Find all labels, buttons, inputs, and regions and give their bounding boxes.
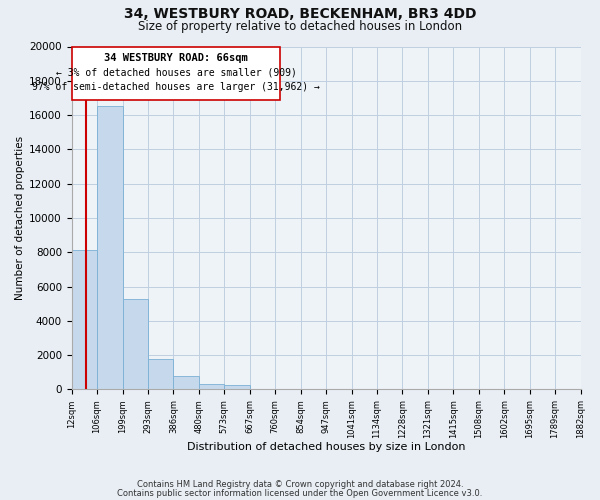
Text: Size of property relative to detached houses in London: Size of property relative to detached ho… xyxy=(138,20,462,33)
Bar xyxy=(173,376,199,390)
Bar xyxy=(71,250,97,390)
Text: Contains HM Land Registry data © Crown copyright and database right 2024.: Contains HM Land Registry data © Crown c… xyxy=(137,480,463,489)
Bar xyxy=(122,298,148,390)
Text: Contains public sector information licensed under the Open Government Licence v3: Contains public sector information licen… xyxy=(118,488,482,498)
Text: 34 WESTBURY ROAD: 66sqm: 34 WESTBURY ROAD: 66sqm xyxy=(104,52,248,62)
Bar xyxy=(97,106,122,390)
Bar xyxy=(199,384,224,390)
Bar xyxy=(224,385,250,390)
X-axis label: Distribution of detached houses by size in London: Distribution of detached houses by size … xyxy=(187,442,466,452)
Bar xyxy=(148,358,173,390)
Y-axis label: Number of detached properties: Number of detached properties xyxy=(15,136,25,300)
Text: 97% of semi-detached houses are larger (31,962) →: 97% of semi-detached houses are larger (… xyxy=(32,82,320,92)
Text: 34, WESTBURY ROAD, BECKENHAM, BR3 4DD: 34, WESTBURY ROAD, BECKENHAM, BR3 4DD xyxy=(124,8,476,22)
Text: ← 3% of detached houses are smaller (909): ← 3% of detached houses are smaller (909… xyxy=(56,67,297,77)
FancyBboxPatch shape xyxy=(73,46,280,100)
